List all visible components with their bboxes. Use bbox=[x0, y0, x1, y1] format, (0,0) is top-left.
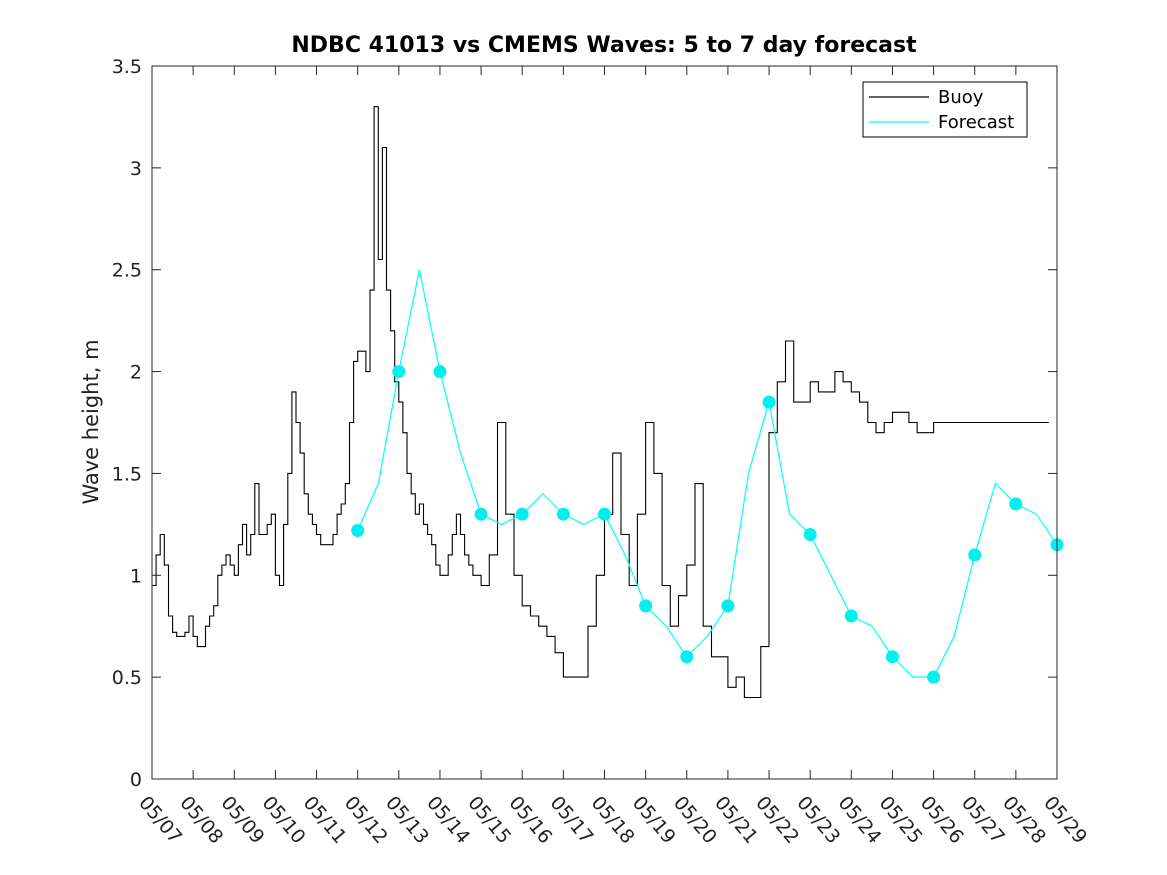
y-tick-label: 2.5 bbox=[112, 260, 142, 282]
plot-area bbox=[152, 66, 1057, 779]
forecast-point bbox=[515, 507, 529, 521]
y-tick-label: 1 bbox=[130, 565, 142, 587]
forecast-point bbox=[474, 507, 488, 521]
forecast-point bbox=[844, 609, 858, 623]
forecast-point bbox=[351, 523, 365, 537]
y-tick-label: 1.5 bbox=[112, 463, 142, 485]
legend: Buoy Forecast bbox=[862, 81, 1028, 138]
y-tick-label: 0.5 bbox=[112, 667, 142, 689]
forecast-point bbox=[433, 365, 447, 379]
forecast-point bbox=[639, 599, 653, 613]
forecast-point bbox=[927, 670, 941, 684]
y-axis-label: Wave height, m bbox=[79, 339, 103, 504]
y-tick-label: 2 bbox=[130, 362, 142, 384]
series-layer bbox=[152, 106, 1064, 699]
y-tick-label: 0 bbox=[130, 769, 142, 791]
legend-box bbox=[862, 81, 1028, 138]
y-tick-label: 3.5 bbox=[112, 56, 142, 78]
forecast-point bbox=[968, 548, 982, 562]
forecast-point bbox=[556, 507, 570, 521]
legend-label-buoy: Buoy bbox=[938, 87, 984, 108]
forecast-point bbox=[1009, 497, 1023, 511]
forecast-point bbox=[392, 365, 406, 379]
forecast-point bbox=[598, 507, 611, 521]
forecast-point bbox=[680, 650, 694, 664]
series-line-buoy bbox=[152, 106, 1049, 699]
series-line-forecast bbox=[357, 269, 1058, 678]
y-tick-label: 3 bbox=[130, 158, 142, 180]
forecast-point bbox=[721, 599, 735, 613]
legend-label-forecast: Forecast bbox=[938, 112, 1014, 133]
forecast-point bbox=[762, 395, 776, 409]
forecast-point bbox=[803, 528, 817, 542]
chart-title: NDBC 41013 vs CMEMS Waves: 5 to 7 day fo… bbox=[291, 33, 917, 58]
forecast-point bbox=[885, 650, 899, 664]
